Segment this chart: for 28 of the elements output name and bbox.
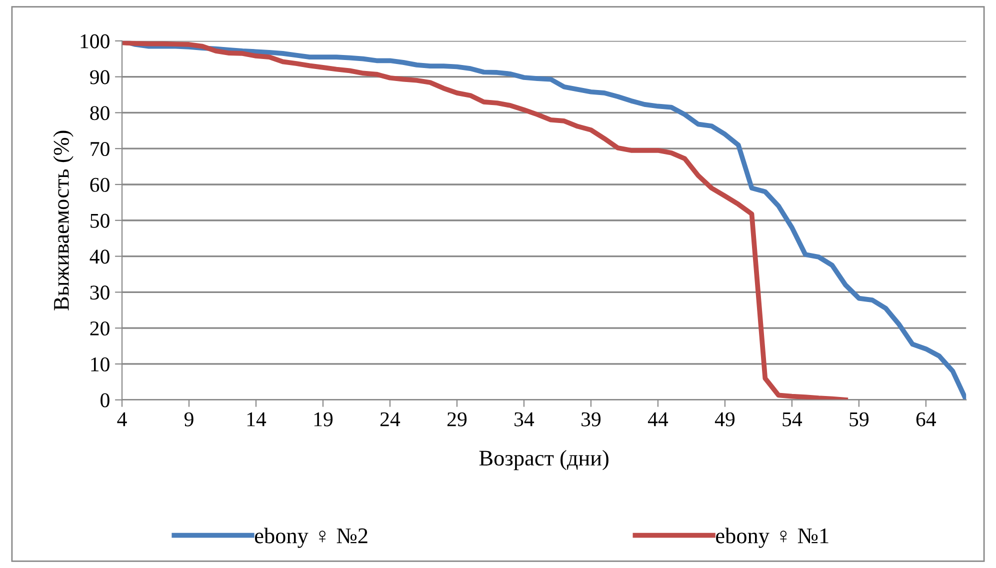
y-tick-label: 70 (90, 142, 110, 156)
y-tick-label: 0 (100, 393, 110, 408)
y-tick-label: 30 (90, 286, 110, 300)
x-tick-label: 4 (117, 412, 127, 426)
y-tick-label: 50 (90, 214, 110, 228)
x-tick-label: 44 (648, 412, 668, 426)
legend-label: ebony ♀ №1 (716, 528, 828, 548)
x-tick-label: 64 (916, 412, 936, 426)
x-axis-title: Возраст (дни) (479, 450, 608, 470)
y-tick-label: 100 (80, 34, 110, 48)
y-axis-title: Выживаемость (%) (53, 130, 74, 310)
y-tick-label: 60 (90, 178, 110, 192)
y-tick-label: 80 (90, 106, 110, 120)
x-tick-label: 59 (850, 412, 868, 426)
x-tick-label: 29 (447, 412, 467, 426)
x-tick-label: 24 (380, 412, 400, 426)
x-tick-label: 54 (782, 412, 802, 426)
x-tick-label: 49 (714, 412, 735, 426)
x-tick-label: 39 (582, 412, 601, 426)
x-tick-label: 9 (184, 412, 194, 426)
y-tick-label: 10 (91, 357, 110, 372)
y-tick-label: 20 (90, 321, 110, 336)
x-tick-label: 34 (514, 412, 534, 426)
legend-label: ebony ♀ №2 (254, 528, 368, 548)
y-tick-label: 40 (90, 250, 110, 264)
x-tick-label: 14 (247, 412, 266, 426)
x-tick-label: 19 (314, 412, 333, 426)
y-tick-label: 90 (90, 70, 110, 84)
